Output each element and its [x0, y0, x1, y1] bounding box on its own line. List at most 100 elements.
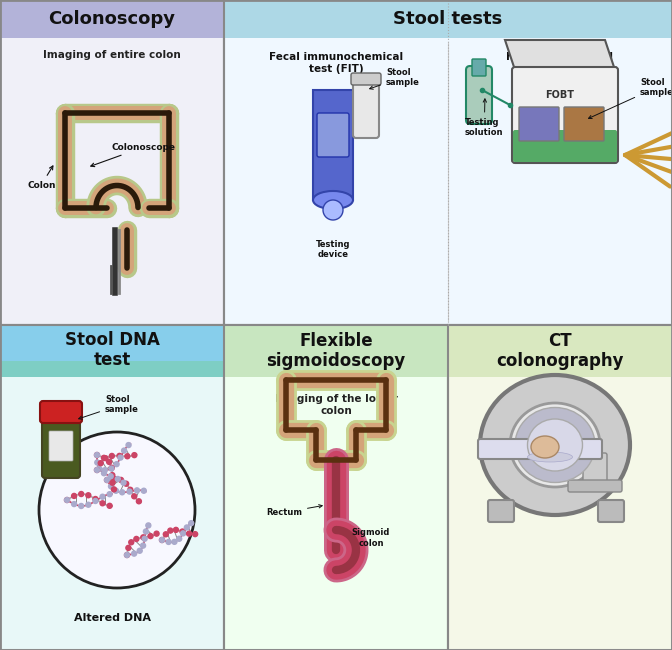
- Bar: [0, 361, 224, 377]
- Circle shape: [65, 497, 69, 502]
- Circle shape: [97, 466, 102, 471]
- Circle shape: [143, 529, 149, 534]
- Circle shape: [107, 460, 112, 464]
- FancyBboxPatch shape: [513, 130, 617, 162]
- Circle shape: [100, 500, 105, 506]
- Circle shape: [122, 448, 126, 453]
- Circle shape: [120, 490, 125, 495]
- Text: Colonoscope: Colonoscope: [91, 142, 176, 166]
- Circle shape: [148, 534, 153, 539]
- Text: Sigmoid
colon: Sigmoid colon: [352, 528, 390, 548]
- Circle shape: [86, 493, 91, 498]
- Circle shape: [142, 536, 147, 541]
- Circle shape: [110, 454, 114, 458]
- Ellipse shape: [528, 452, 573, 462]
- Bar: [224, 325, 448, 650]
- Circle shape: [126, 443, 131, 448]
- Circle shape: [105, 478, 110, 482]
- FancyBboxPatch shape: [42, 414, 80, 478]
- Circle shape: [108, 474, 113, 479]
- FancyBboxPatch shape: [40, 401, 82, 423]
- FancyBboxPatch shape: [568, 480, 622, 492]
- FancyBboxPatch shape: [49, 431, 73, 461]
- Circle shape: [65, 497, 69, 502]
- Circle shape: [154, 531, 159, 536]
- Circle shape: [103, 456, 108, 461]
- Circle shape: [102, 468, 108, 473]
- Bar: [224, 325, 448, 377]
- Text: Testing
solution: Testing solution: [465, 99, 503, 137]
- Circle shape: [100, 494, 105, 499]
- Text: Stool
sample: Stool sample: [370, 68, 420, 89]
- Circle shape: [132, 551, 136, 556]
- Circle shape: [166, 540, 171, 545]
- Circle shape: [323, 200, 343, 220]
- Circle shape: [95, 467, 99, 473]
- Text: Testing
device: Testing device: [316, 240, 350, 259]
- Circle shape: [127, 489, 132, 494]
- Circle shape: [129, 540, 134, 545]
- Circle shape: [163, 532, 168, 537]
- Ellipse shape: [531, 436, 559, 458]
- Ellipse shape: [480, 375, 630, 515]
- Circle shape: [95, 460, 100, 465]
- Text: Colonoscopy: Colonoscopy: [48, 10, 175, 28]
- Text: Stool tests: Stool tests: [393, 10, 503, 28]
- Circle shape: [72, 502, 77, 506]
- Text: FOBT: FOBT: [546, 90, 575, 100]
- Circle shape: [124, 552, 130, 558]
- Text: Fecal occult blood
test (FOBT): Fecal occult blood test (FOBT): [507, 52, 614, 73]
- Circle shape: [86, 502, 91, 507]
- Circle shape: [134, 536, 139, 541]
- Circle shape: [140, 535, 146, 540]
- Circle shape: [159, 538, 165, 543]
- Circle shape: [110, 480, 115, 486]
- Bar: [0, 325, 224, 650]
- Circle shape: [126, 545, 131, 551]
- Circle shape: [107, 491, 112, 497]
- Polygon shape: [313, 90, 353, 200]
- Circle shape: [172, 540, 177, 544]
- FancyBboxPatch shape: [512, 67, 618, 163]
- Text: CT
colonography: CT colonography: [496, 332, 624, 370]
- Circle shape: [159, 538, 165, 543]
- Ellipse shape: [515, 408, 595, 482]
- Text: Stool DNA
test: Stool DNA test: [65, 331, 159, 369]
- Circle shape: [173, 527, 179, 532]
- FancyBboxPatch shape: [598, 500, 624, 522]
- Circle shape: [116, 476, 120, 482]
- Circle shape: [121, 480, 126, 485]
- Circle shape: [118, 477, 124, 482]
- Circle shape: [193, 532, 198, 537]
- Bar: [0, 0, 224, 325]
- Bar: [0, 0, 224, 38]
- Circle shape: [101, 456, 106, 460]
- Bar: [224, 0, 672, 325]
- Circle shape: [132, 452, 137, 458]
- Circle shape: [105, 478, 110, 482]
- Text: Imaging of the lower
colon: Imaging of the lower colon: [275, 394, 397, 415]
- Circle shape: [93, 499, 98, 504]
- Bar: [224, 0, 672, 38]
- Circle shape: [184, 525, 190, 530]
- Circle shape: [114, 462, 119, 467]
- Circle shape: [177, 536, 181, 541]
- Circle shape: [140, 543, 146, 548]
- Bar: [448, 325, 672, 377]
- Circle shape: [125, 454, 130, 459]
- Circle shape: [108, 484, 114, 489]
- Bar: [0, 325, 224, 363]
- Circle shape: [117, 454, 122, 458]
- FancyBboxPatch shape: [478, 439, 602, 459]
- Circle shape: [79, 504, 84, 508]
- Circle shape: [128, 488, 133, 492]
- FancyBboxPatch shape: [317, 113, 349, 157]
- Text: Stool
sample: Stool sample: [589, 77, 672, 118]
- Bar: [448, 325, 672, 650]
- Circle shape: [180, 529, 185, 534]
- FancyBboxPatch shape: [583, 453, 607, 487]
- FancyBboxPatch shape: [488, 500, 514, 522]
- Circle shape: [136, 499, 141, 504]
- Circle shape: [112, 476, 117, 482]
- Text: Imaging of entire colon: Imaging of entire colon: [43, 50, 181, 60]
